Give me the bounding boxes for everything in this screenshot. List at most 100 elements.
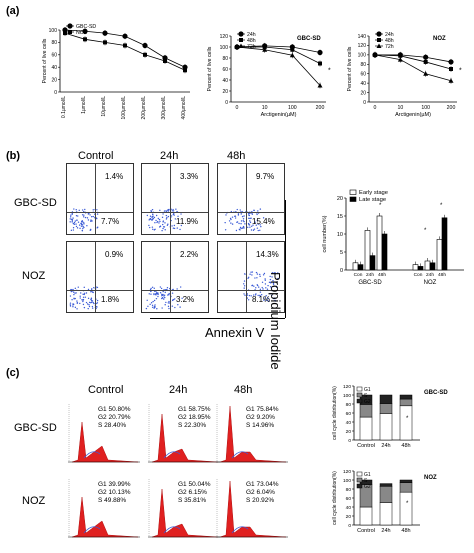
scatter-dot	[151, 208, 154, 211]
histogram-gbc-0: G1 50.80% G2 20.79% S 28.40%	[68, 400, 142, 468]
data-point	[398, 53, 403, 58]
scatter-dot	[231, 223, 234, 225]
scatter-dot	[79, 227, 81, 230]
scatter-dot	[92, 291, 94, 294]
upper-right-percent: 2.2%	[180, 250, 199, 259]
scatter-dot	[275, 286, 278, 288]
y-tick-label: 120	[358, 43, 367, 49]
scatter-dot	[250, 271, 252, 273]
stat-line: G2 20.79%	[98, 414, 131, 421]
scatter-dot	[167, 302, 170, 304]
scatter-dot	[250, 229, 253, 231]
y-tick-label: 0	[340, 268, 343, 274]
scatter-dot	[166, 286, 169, 289]
quadrant-horizontal-line	[142, 290, 208, 291]
scatter-dot	[73, 223, 76, 226]
x-tick-label: 300µmol/L	[161, 96, 167, 120]
x-tick-label: 24h	[366, 272, 374, 278]
b-col-48h: 48h	[227, 150, 246, 162]
scatter-dot	[180, 213, 182, 215]
legend-swatch	[349, 196, 357, 202]
scatter-dot	[75, 215, 78, 217]
scatter-dot	[159, 220, 161, 223]
scatter-dot	[79, 302, 81, 305]
scatter-dot	[260, 294, 263, 296]
scatter-dot	[88, 212, 90, 215]
scatter-dot	[272, 283, 275, 285]
scatter-dot	[90, 220, 92, 222]
scatter-dot	[96, 306, 98, 308]
legend-swatch	[356, 483, 363, 489]
scatter-dot	[168, 294, 170, 296]
scatter-dot	[161, 307, 163, 309]
scatter-dot	[235, 229, 238, 232]
y-axis-label: Percent of live cells	[207, 46, 213, 91]
legend-marker	[67, 23, 73, 29]
data-point	[183, 68, 187, 73]
scatter-dot	[172, 210, 175, 212]
scatter-dot	[263, 272, 266, 275]
scatter-dot	[77, 286, 79, 288]
scatter-dot	[84, 216, 87, 219]
data-point	[163, 59, 167, 63]
legend-marker	[376, 31, 382, 37]
axis-bracket-horizontal	[150, 318, 285, 319]
scatter-dot	[96, 302, 99, 304]
scatter-dot	[234, 215, 236, 217]
bar-late-stage	[357, 264, 364, 271]
scatter-dot	[157, 295, 159, 298]
scatter-dot	[234, 217, 237, 219]
scatter-dot	[74, 297, 76, 300]
scatter-dot	[259, 275, 261, 278]
scatter-dot	[243, 283, 245, 285]
scatter-dot	[81, 229, 84, 232]
scatter-dots	[146, 208, 183, 232]
scatter-dot	[97, 226, 99, 228]
scatter-dot	[77, 215, 79, 217]
x-tick-label: 200µmol/L	[141, 96, 147, 120]
scatter-dot	[177, 215, 179, 218]
data-point	[143, 52, 147, 57]
scatter-dot	[249, 226, 251, 228]
scatter-dot	[161, 229, 163, 232]
scatter-dot	[265, 287, 267, 289]
stat-line: G2 6.04%	[246, 489, 275, 496]
scatter-dot	[74, 287, 77, 290]
significance-star: *	[424, 228, 427, 234]
scatter-dot	[270, 287, 273, 289]
scatter-dot	[69, 305, 72, 307]
y-tick-label: 100	[343, 393, 351, 399]
scatter-dot	[85, 292, 88, 294]
y-tick-label: 40	[360, 81, 366, 87]
legend-swatch	[356, 392, 363, 398]
scatter-dot	[271, 272, 274, 274]
scatter-dot	[71, 213, 73, 215]
x-tick-label: 10	[262, 105, 268, 111]
y-tick-label: 20	[51, 77, 57, 83]
scatter-dot	[74, 220, 76, 222]
scatter-dot	[230, 218, 232, 221]
legend-label: G1	[364, 387, 371, 393]
flow-plot-noz-2: 14.3% 8.1%	[217, 241, 285, 313]
scatter-dot	[162, 290, 164, 293]
scatter-dot	[168, 300, 170, 303]
scatter-dot	[237, 214, 240, 216]
scatter-dot	[269, 275, 271, 278]
scatter-dot	[247, 212, 250, 215]
scatter-dot	[168, 307, 170, 310]
scatter-dot	[272, 297, 275, 300]
scatter-dot	[93, 286, 95, 289]
scatter-dot	[82, 225, 84, 228]
scatter-dot	[176, 210, 178, 213]
scatter-dot	[80, 222, 82, 225]
scatter-dot	[162, 220, 165, 222]
scatter-dot	[251, 213, 254, 215]
upper-right-percent: 1.4%	[105, 172, 124, 181]
stack-g1	[379, 502, 393, 526]
scatter-dot	[74, 292, 76, 294]
scatter-dot	[91, 220, 93, 222]
scatter-dot	[150, 218, 152, 221]
scatter-dot	[254, 221, 256, 223]
histogram-gbc-2: G1 75.84% G2 9.20% S 14.96%	[216, 400, 290, 468]
scatter-dot	[75, 225, 78, 228]
